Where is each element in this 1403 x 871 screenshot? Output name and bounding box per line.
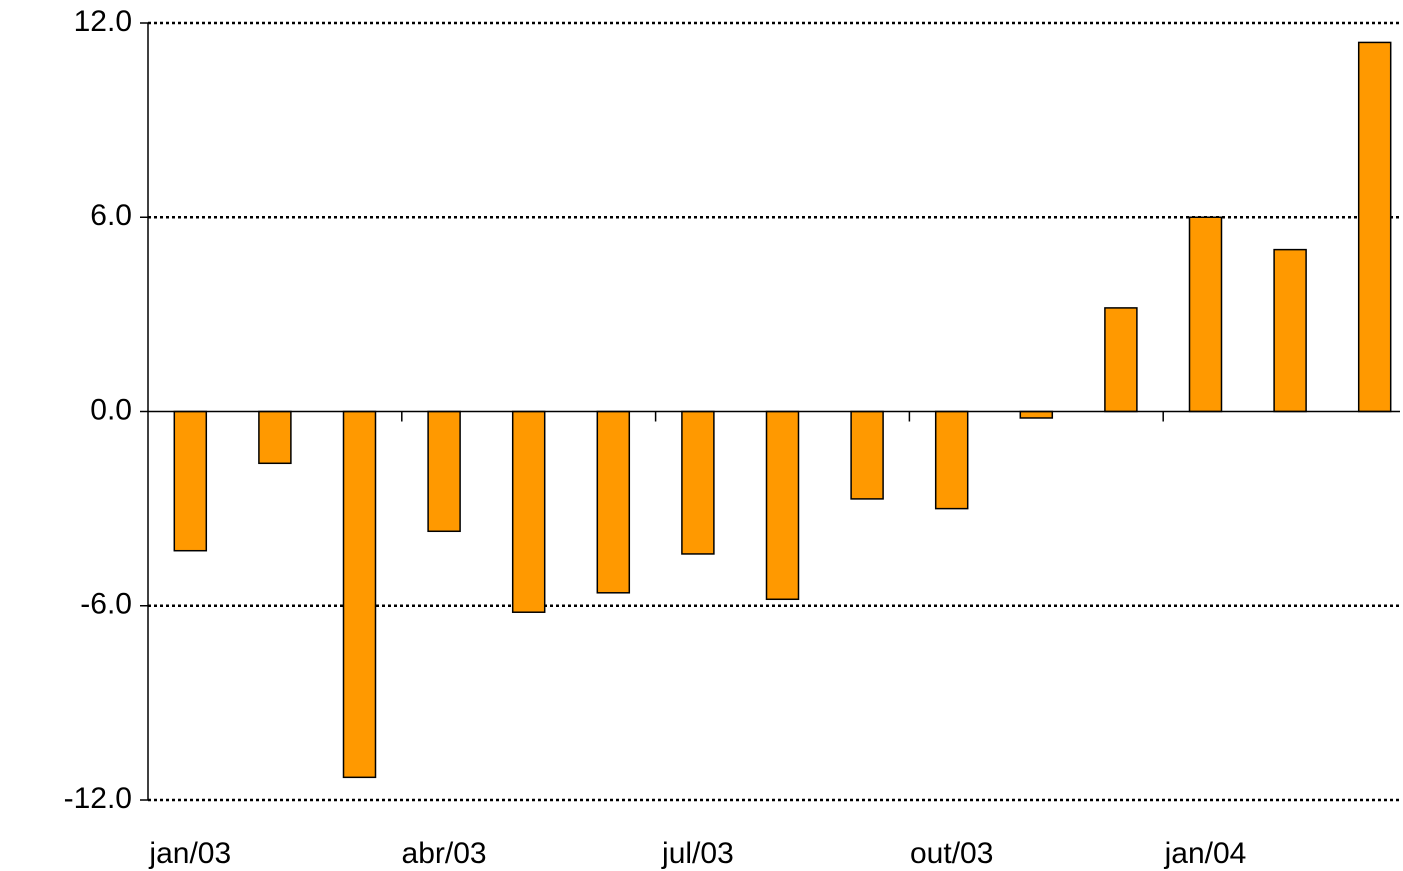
x-tick-label: out/03 — [910, 837, 993, 870]
y-tick-label: -12.0 — [64, 782, 132, 815]
bar — [850, 410, 884, 500]
bar — [511, 410, 546, 613]
x-tick-label: jul/03 — [661, 837, 734, 870]
y-tick-label: -6.0 — [80, 588, 132, 621]
x-tick-label: abr/03 — [402, 837, 487, 870]
bar — [765, 410, 800, 601]
bar — [934, 410, 969, 510]
y-tick-label: 0.0 — [90, 393, 132, 426]
y-tick-label: 6.0 — [90, 199, 132, 232]
bar — [1357, 41, 1392, 413]
bar — [681, 410, 715, 555]
x-tick-label: jan/03 — [148, 837, 231, 870]
bar — [258, 410, 292, 465]
bar — [596, 410, 631, 594]
bar — [342, 410, 377, 779]
bar — [1019, 410, 1054, 419]
bar — [1104, 307, 1138, 413]
bar — [173, 410, 208, 552]
bar — [1273, 248, 1307, 413]
bar — [1188, 216, 1223, 413]
x-tick-label: jan/04 — [1164, 837, 1247, 870]
y-tick-label: 12.0 — [74, 5, 132, 38]
bar — [427, 410, 461, 533]
